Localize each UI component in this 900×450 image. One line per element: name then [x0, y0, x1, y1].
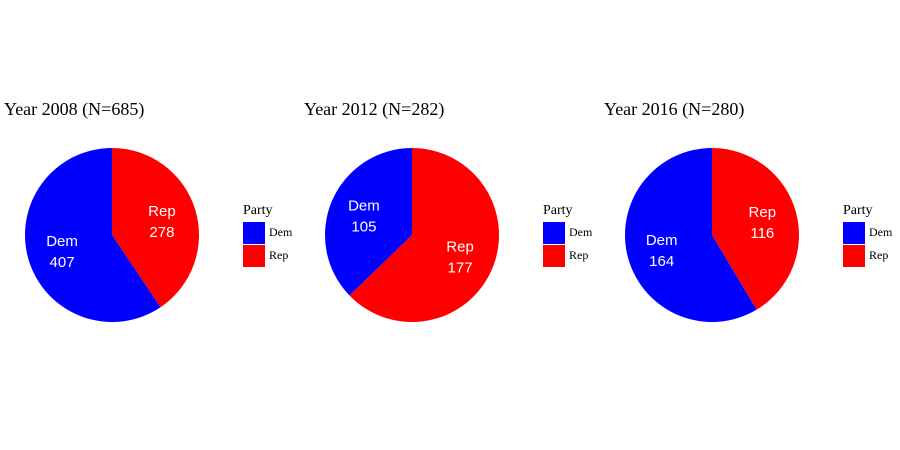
legend-label: Dem	[869, 225, 893, 239]
legend-swatch-dem	[543, 221, 565, 244]
legend-entry-rep: Rep	[543, 244, 592, 267]
slice-value-label: 407	[50, 254, 75, 271]
legend-entry-dem: Dem	[243, 221, 292, 244]
slice-category-label: Rep	[749, 204, 777, 221]
pie-panel-2012: Year 2012 (N=282) Rep 177 Dem 105 Party Dem…	[300, 0, 600, 450]
slice-category-label: Dem	[46, 233, 78, 250]
pie-slice-dem	[24, 148, 161, 322]
legend-swatch-rep	[843, 244, 865, 267]
legend-title: Party	[243, 203, 273, 218]
pie-slice-dem	[625, 148, 757, 322]
pie-slice-rep	[112, 148, 199, 308]
legend: Party Dem Rep	[243, 203, 292, 267]
legend-swatch-rep	[543, 244, 565, 267]
legend-entry-dem: Dem	[843, 221, 892, 244]
pie-slice-rep	[349, 148, 499, 322]
slice-category-label: Dem	[348, 198, 380, 215]
legend-entry-rep: Rep	[243, 244, 292, 267]
legend-title: Party	[543, 203, 573, 218]
pie-slice-dem	[325, 148, 412, 296]
slice-value-label: 278	[149, 224, 174, 241]
slice-category-label: Rep	[148, 203, 176, 220]
chart-title: Year 2016 (N=280)	[604, 99, 745, 119]
slice-value-label: 177	[448, 259, 473, 276]
legend-label: Dem	[569, 225, 593, 239]
pie-chart: Rep 278 Dem 407	[24, 148, 199, 322]
slice-category-label: Rep	[446, 238, 474, 255]
pie-panel-2008: Year 2008 (N=685) Rep 278 Dem 407 Party Dem…	[0, 0, 300, 450]
slice-value-label: 105	[351, 219, 376, 236]
legend-entry-dem: Dem	[543, 221, 592, 244]
pie-slice-rep	[712, 148, 799, 310]
slice-category-label: Dem	[646, 232, 678, 249]
legend-title: Party	[843, 203, 873, 218]
legend-label: Rep	[869, 248, 889, 262]
chart-title: Year 2012 (N=282)	[304, 99, 445, 119]
slice-value-label: 164	[649, 253, 674, 270]
pie-chart: Rep 177 Dem 105	[325, 148, 499, 322]
legend-label: Rep	[269, 248, 289, 262]
legend-label: Dem	[269, 225, 293, 239]
legend-swatch-dem	[843, 221, 865, 244]
legend-swatch-dem	[243, 221, 265, 244]
legend-entry-rep: Rep	[843, 244, 892, 267]
legend: Party Dem Rep	[543, 203, 592, 267]
legend-label: Rep	[569, 248, 589, 262]
chart-title: Year 2008 (N=685)	[4, 99, 145, 119]
slice-value-label: 116	[750, 225, 774, 242]
legend-swatch-rep	[243, 244, 265, 267]
legend: Party Dem Rep	[843, 203, 892, 267]
pie-panel-2016: Year 2016 (N=280) Rep 116 Dem 164 Party Dem…	[600, 0, 900, 450]
pie-chart: Rep 116 Dem 164	[625, 148, 799, 322]
